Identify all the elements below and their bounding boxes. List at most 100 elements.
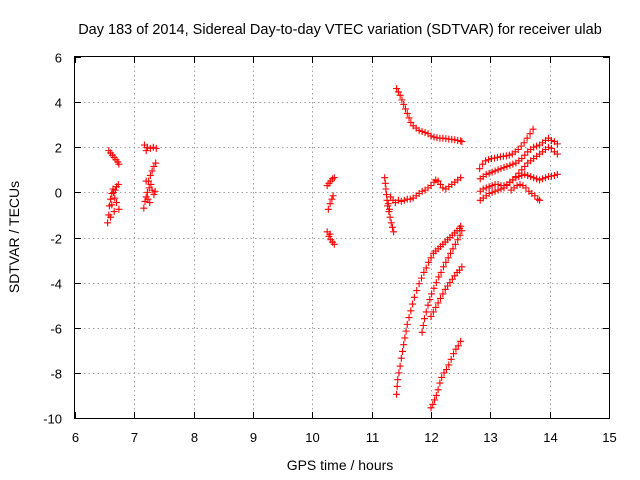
data-point	[400, 100, 408, 108]
y-tick-label: -10	[43, 412, 62, 427]
data-point	[407, 307, 415, 315]
data-point	[413, 287, 421, 295]
y-tick-label: 6	[55, 51, 62, 66]
data-point	[485, 169, 493, 177]
data-point	[488, 182, 496, 190]
plot-frame	[74, 56, 610, 419]
data-point	[146, 199, 154, 207]
data-point	[536, 196, 544, 204]
grid	[75, 57, 609, 418]
data-point	[439, 263, 447, 271]
data-point	[400, 196, 408, 204]
data-point	[148, 167, 156, 175]
data-point	[142, 177, 150, 185]
data-point	[430, 133, 438, 141]
data-point	[542, 174, 550, 182]
data-point	[397, 197, 405, 205]
data-point	[427, 132, 435, 140]
data-point	[503, 182, 511, 190]
data-point	[517, 142, 525, 150]
data-point	[454, 236, 462, 244]
data-point	[140, 204, 148, 212]
data-point	[390, 228, 398, 236]
data-point	[394, 88, 402, 96]
data-point	[476, 165, 484, 173]
y-tick-labels: -10 -8 -6 -4 -2 0 2 4 6	[43, 51, 62, 427]
data-point	[146, 144, 154, 152]
y-tick-label: 4	[55, 96, 62, 111]
data-point	[553, 150, 561, 158]
data-point	[436, 294, 444, 302]
y-tick-label: -6	[50, 322, 62, 337]
data-point	[431, 396, 439, 404]
x-tick-label: 8	[191, 430, 198, 445]
data-point	[422, 264, 430, 272]
data-point	[505, 151, 513, 159]
data-point	[547, 172, 555, 180]
data-point	[395, 369, 403, 377]
data-point	[531, 192, 539, 200]
data-point	[406, 195, 414, 203]
data-point	[432, 303, 440, 311]
data-point	[458, 138, 466, 146]
data-point	[419, 321, 427, 329]
data-point	[514, 146, 522, 154]
data-point	[382, 185, 390, 193]
data-point	[432, 391, 440, 399]
data-point	[445, 361, 453, 369]
data-point	[430, 284, 438, 292]
data-point	[524, 171, 532, 179]
data-point	[521, 162, 529, 170]
data-point	[437, 268, 445, 276]
data-point	[506, 161, 514, 169]
data-point	[381, 179, 389, 187]
data-point	[533, 142, 541, 150]
x-tick-label: 12	[424, 430, 438, 445]
data-point	[107, 213, 115, 221]
data-point	[488, 188, 496, 196]
data-point	[497, 185, 505, 193]
data-point	[435, 273, 443, 281]
data-point	[328, 195, 336, 203]
data-point	[479, 185, 487, 193]
data-point	[152, 159, 160, 167]
data-point	[520, 139, 528, 147]
data-point	[148, 186, 156, 194]
data-point	[547, 144, 555, 152]
data-point	[442, 258, 450, 266]
data-point	[152, 144, 160, 152]
data-point	[383, 196, 391, 204]
data-point	[418, 187, 426, 195]
data-point	[438, 373, 446, 381]
data-point	[442, 365, 450, 373]
data-point	[108, 190, 116, 198]
data-point	[397, 354, 405, 362]
data-point	[111, 194, 119, 202]
data-point	[523, 134, 531, 142]
data-point	[393, 85, 401, 93]
data-point	[451, 240, 459, 248]
data-point	[490, 154, 498, 162]
data-point	[482, 184, 490, 192]
data-point	[115, 205, 123, 213]
data-point	[518, 155, 526, 163]
data-point	[544, 143, 552, 151]
data-point	[456, 231, 464, 239]
data-point	[393, 390, 401, 398]
data-point	[432, 279, 440, 287]
data-point	[387, 219, 395, 227]
data-point	[422, 308, 430, 316]
data-point	[428, 290, 436, 298]
data-point	[482, 157, 490, 165]
data-point	[516, 180, 524, 188]
x-tick-label: 10	[305, 430, 319, 445]
data-point	[533, 175, 541, 183]
data-point	[534, 195, 542, 203]
data-point	[403, 320, 411, 328]
data-point	[388, 223, 396, 231]
data-point	[113, 199, 121, 207]
data-point	[405, 114, 413, 122]
y-tick-label: 0	[55, 186, 62, 201]
data-point	[394, 196, 402, 204]
data-point	[107, 195, 115, 203]
